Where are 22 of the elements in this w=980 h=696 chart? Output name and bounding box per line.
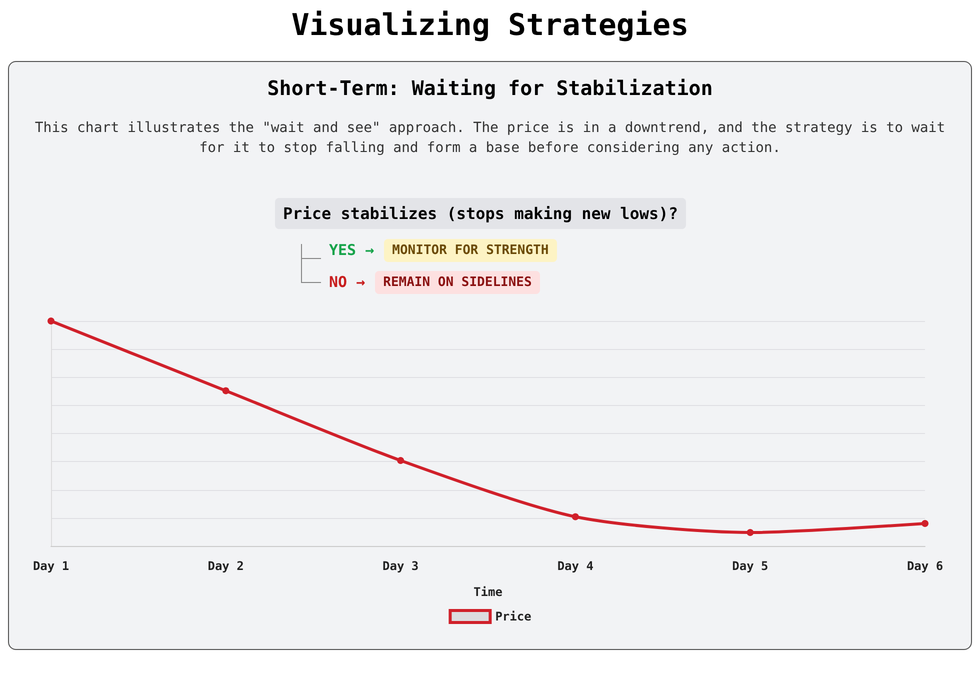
text: This chart illustrates the "wait and see" approach. The price is in a downtrend, and the strategy is to wait for it to stop falling and form a base before considering any action. bbox=[34, 119, 946, 158]
point bbox=[922, 520, 928, 527]
x-tick-label: Day 4 bbox=[557, 559, 594, 573]
point bbox=[48, 318, 54, 324]
point bbox=[572, 513, 579, 520]
text: REMAIN ON SIDELINES bbox=[375, 270, 540, 294]
point bbox=[397, 457, 404, 464]
chart-title: Visualizing Strategies bbox=[290, 8, 690, 43]
x-tick-label: Day 1 bbox=[32, 559, 70, 573]
x-tick-label: Day 3 bbox=[382, 559, 419, 573]
x-tick-label: Day 6 bbox=[906, 559, 944, 573]
x-axis-title: Time bbox=[474, 585, 502, 599]
point bbox=[746, 529, 754, 536]
text: YES → bbox=[329, 241, 374, 259]
text: Price stabilizes (stops making new lows)? bbox=[275, 198, 686, 229]
point bbox=[222, 387, 230, 394]
text: MONITOR FOR STRENGTH bbox=[384, 238, 557, 262]
text: NO → bbox=[329, 273, 366, 291]
x-tick-label: Day 2 bbox=[208, 559, 244, 573]
x-tick-label: Day 5 bbox=[732, 559, 768, 573]
chart-subtitle: Short-Term: Waiting for Stabilization bbox=[266, 76, 714, 100]
legend-label: Price bbox=[495, 610, 532, 624]
